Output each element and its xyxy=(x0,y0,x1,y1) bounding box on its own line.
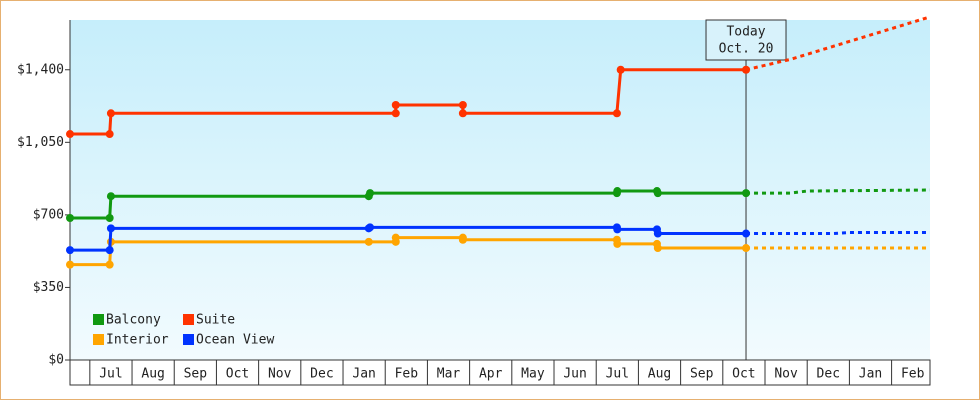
point xyxy=(613,187,622,196)
point xyxy=(458,101,467,109)
point xyxy=(653,244,662,253)
point xyxy=(742,65,751,74)
point xyxy=(458,109,467,118)
point xyxy=(742,244,751,253)
series-line xyxy=(70,68,747,136)
x-tick-label: Oct xyxy=(226,367,249,382)
point xyxy=(106,224,115,233)
x-axis-band xyxy=(69,359,931,386)
legend-label: Suite xyxy=(196,313,235,328)
legend-swatch xyxy=(93,334,104,345)
y-tick-label: $350 xyxy=(33,280,64,295)
x-tick-label: Jun xyxy=(563,367,586,382)
legend-swatch xyxy=(183,314,194,325)
legend-swatch xyxy=(93,314,104,325)
x-tick-label: May xyxy=(521,367,545,382)
forecast-line xyxy=(746,188,931,195)
point xyxy=(612,109,621,118)
x-tick-label: Jul xyxy=(606,367,629,382)
x-tick-label: Nov xyxy=(268,367,292,382)
point xyxy=(105,130,114,139)
point xyxy=(105,260,114,269)
x-tick-label: Sep xyxy=(690,367,714,382)
x-tick-label: Dec xyxy=(310,367,333,382)
x-tick-label: Sep xyxy=(184,367,208,382)
today-label: Today xyxy=(726,25,765,40)
x-tick-label: Aug xyxy=(141,367,164,382)
x-tick-label: Nov xyxy=(774,367,798,382)
point xyxy=(613,225,622,234)
today-box xyxy=(705,19,787,61)
point xyxy=(616,65,625,74)
today-label: Oct. 20 xyxy=(719,42,774,57)
legend-label: Interior xyxy=(106,333,169,348)
point xyxy=(391,109,400,118)
y-tick-label: $1,050 xyxy=(17,135,64,150)
legend-swatch xyxy=(183,334,194,345)
legend-label: Ocean View xyxy=(196,333,274,348)
point xyxy=(742,189,751,198)
point xyxy=(66,260,74,269)
x-tick-label: Oct xyxy=(732,367,755,382)
point xyxy=(613,239,622,248)
point xyxy=(391,233,400,242)
y-tick-label: $0 xyxy=(48,353,64,368)
x-tick-label: Jan xyxy=(352,367,375,382)
x-tick-label: Apr xyxy=(479,367,503,382)
point xyxy=(742,229,751,238)
legend-label: Balcony xyxy=(106,313,161,328)
point xyxy=(106,109,115,118)
point xyxy=(391,101,400,109)
point xyxy=(364,237,373,246)
x-tick-label: Jul xyxy=(99,367,122,382)
point xyxy=(653,229,662,238)
point xyxy=(366,223,375,232)
x-tick-label: Dec xyxy=(817,367,840,382)
y-tick-label: $1,400 xyxy=(17,62,64,77)
point xyxy=(105,213,114,222)
point xyxy=(66,246,74,255)
x-tick-label: Aug xyxy=(648,367,671,382)
point xyxy=(105,246,114,255)
point xyxy=(66,213,74,222)
x-tick-label: Mar xyxy=(437,367,461,382)
point xyxy=(366,189,375,198)
forecast-line xyxy=(746,231,930,236)
point xyxy=(106,192,115,201)
y-tick-label: $700 xyxy=(33,207,64,222)
x-tick-label: Jan xyxy=(859,367,882,382)
x-tick-label: Feb xyxy=(901,367,925,382)
point xyxy=(66,130,74,139)
point xyxy=(458,235,467,244)
x-tick-label: Feb xyxy=(395,367,419,382)
point xyxy=(653,189,662,198)
plot-area xyxy=(70,20,930,360)
